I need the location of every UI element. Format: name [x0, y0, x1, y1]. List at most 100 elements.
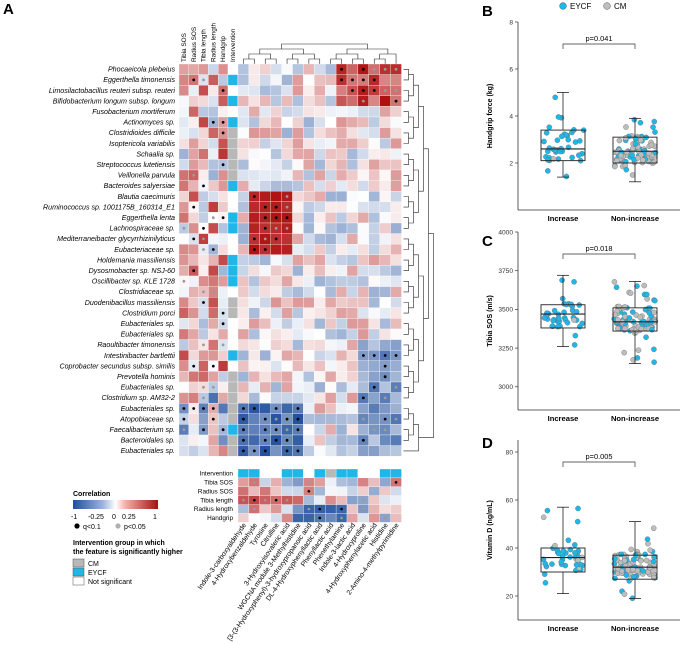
- significance-dot: [372, 78, 376, 82]
- heatmap-cell: [259, 148, 271, 160]
- strip-cell: [188, 63, 199, 75]
- strip-cell: [218, 233, 229, 245]
- taxon-label: Fusobacterium mortiferum: [92, 108, 175, 116]
- taxon-label: Eubacteriales sp.: [121, 331, 175, 339]
- strip-cell: [227, 318, 238, 330]
- strip-cell: [218, 445, 229, 457]
- heatmap-cell: [368, 169, 380, 181]
- significance-dot: [274, 417, 278, 421]
- taxon-label: Eggerthella lenta: [122, 214, 175, 222]
- bottom-heatmap-cell: [379, 495, 391, 505]
- taxon-label: Ruminococcus sp. 1001175B_160314_E1: [43, 203, 175, 211]
- significance-dot: [211, 248, 215, 251]
- data-point: [649, 326, 655, 333]
- bottom-heatmap-cell: [303, 513, 315, 523]
- taxon-label: Limosilactobacillus reuteri subsp. reute…: [49, 87, 176, 95]
- heatmap-cell: [303, 63, 315, 75]
- heatmap-cell: [368, 222, 380, 234]
- heatmap-cell: [335, 318, 348, 330]
- heatmap-cell: [314, 127, 326, 139]
- dendrogram-branch: [373, 58, 386, 64]
- heatmap-cell: [292, 381, 304, 393]
- heatmap-cell: [314, 106, 326, 118]
- strip-cell: [188, 318, 199, 330]
- heatmap-cell: [368, 392, 380, 404]
- heatmap-cell: [237, 222, 250, 234]
- dendrogram-branch: [403, 323, 409, 335]
- data-point: [634, 567, 641, 574]
- data-point: [616, 137, 623, 144]
- data-point: [614, 157, 620, 164]
- heatmap-cell: [368, 360, 380, 372]
- significance-dot: [351, 89, 354, 92]
- heatmap-cell: [357, 403, 369, 414]
- data-point: [623, 149, 630, 156]
- data-point: [550, 317, 556, 324]
- data-point: [651, 118, 658, 125]
- strip-cell: [178, 286, 189, 298]
- heatmap-cell: [325, 233, 337, 245]
- heatmap-cell: [357, 233, 369, 245]
- strip-cell: [218, 191, 229, 202]
- heatmap-cell: [248, 85, 260, 96]
- heatmap-cell: [303, 413, 315, 425]
- heatmap-cell: [259, 371, 271, 383]
- heatmap-cell: [281, 106, 293, 118]
- data-point: [563, 173, 570, 180]
- heatmap-cell: [379, 138, 391, 149]
- column-label: Intervention: [230, 28, 237, 62]
- bottom-heatmap-cell: [346, 468, 359, 479]
- heatmap-cell: [368, 106, 380, 118]
- heatmap-cell: [368, 286, 380, 298]
- bottom-heatmap-cell: [368, 468, 380, 479]
- data-point: [571, 342, 578, 348]
- significance-dot: [221, 163, 225, 167]
- data-point: [638, 326, 645, 332]
- heatmap-cell: [303, 233, 315, 245]
- data-point: [634, 283, 640, 289]
- heatmap-cell: [314, 445, 326, 457]
- column-label: Tibia SOS: [181, 33, 188, 62]
- colorbar: [73, 500, 158, 509]
- significance-dot: [221, 216, 225, 220]
- strip-cell: [188, 212, 199, 224]
- significance-dot: [182, 407, 186, 410]
- heatmap-cell: [303, 180, 315, 192]
- strip-cell: [218, 95, 229, 107]
- bottom-heatmap-cell: [325, 468, 337, 479]
- data-point: [572, 550, 578, 556]
- heatmap-cell: [368, 371, 380, 383]
- heatmap-cell: [292, 180, 304, 192]
- heatmap-cell: [248, 159, 260, 171]
- heatmap-cell: [303, 254, 315, 266]
- taxa-labels: Phocaeicola plebeius Eggerthella timonens…: [43, 66, 175, 456]
- iqr-box: [612, 307, 658, 332]
- data-point: [616, 303, 622, 310]
- significance-dot: [192, 407, 196, 410]
- strip-cell: [218, 254, 229, 266]
- strip-cell: [208, 222, 219, 234]
- heatmap-cell: [281, 286, 293, 298]
- data-point: [549, 561, 555, 567]
- data-point: [621, 349, 627, 356]
- heatmap-cell: [292, 201, 304, 213]
- heatmap-cell: [346, 318, 359, 330]
- heatmap-cell: [237, 254, 250, 266]
- strip-cell: [218, 360, 229, 372]
- dendrogram-branch: [403, 111, 409, 123]
- column-label: Radius length: [210, 22, 217, 62]
- data-point: [637, 137, 644, 144]
- heatmap-cell: [357, 254, 369, 266]
- heatmap-cell: [346, 106, 359, 118]
- boxplot-handgrip: 2 4 6 8 Handgrip force (kg) Increase Non-incre…: [487, 19, 680, 223]
- heatmap-cell: [281, 371, 293, 383]
- strip-cell: [178, 201, 189, 213]
- group-cm-label: CM: [88, 561, 99, 568]
- data-point: [634, 355, 641, 361]
- data-point: [555, 114, 562, 120]
- heatmap-cell: [390, 138, 402, 149]
- bottom-heatmap-cell: [303, 495, 315, 505]
- heatmap-cell: [325, 424, 337, 436]
- strip-cell: [198, 138, 209, 149]
- strip-cell: [227, 116, 238, 128]
